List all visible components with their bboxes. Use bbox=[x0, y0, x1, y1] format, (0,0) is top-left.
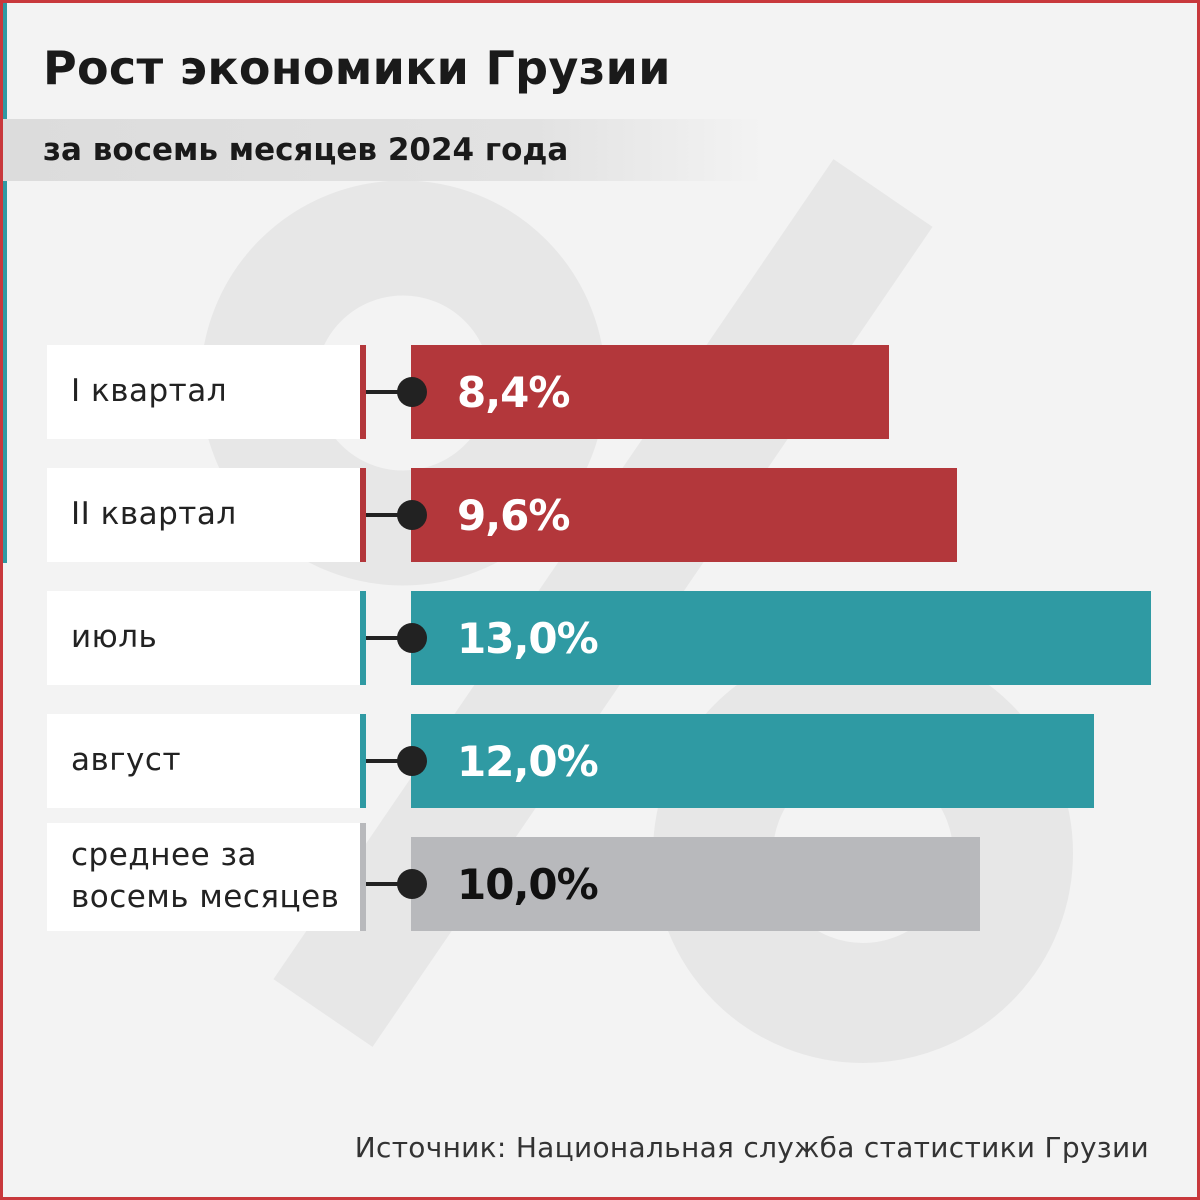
connector-line bbox=[366, 513, 410, 517]
category-label-box: среднее за восемь месяцев bbox=[47, 823, 363, 931]
connector-line bbox=[366, 390, 410, 394]
category-label: II квартал bbox=[71, 496, 237, 533]
data-label: 10,0% bbox=[457, 859, 599, 909]
category-label: июль bbox=[71, 619, 158, 656]
connector-dot-icon bbox=[397, 623, 427, 653]
subtitle-band bbox=[3, 119, 763, 181]
category-label-box: I квартал bbox=[47, 345, 363, 439]
connector-dot-icon bbox=[397, 377, 427, 407]
data-label: 8,4% bbox=[457, 367, 570, 417]
category-stripe bbox=[360, 823, 366, 931]
bar bbox=[411, 345, 889, 439]
bar bbox=[411, 591, 1151, 685]
connector-line bbox=[366, 636, 410, 640]
category-label: I квартал bbox=[71, 373, 228, 410]
category-label-box: II квартал bbox=[47, 468, 363, 562]
connector-line bbox=[366, 882, 410, 886]
category-label-box: август bbox=[47, 714, 363, 808]
bar bbox=[411, 468, 957, 562]
category-stripe bbox=[360, 714, 366, 808]
connector-dot-icon bbox=[397, 869, 427, 899]
bar bbox=[411, 837, 980, 931]
bar bbox=[411, 714, 1094, 808]
connector-dot-icon bbox=[397, 500, 427, 530]
chart-subtitle: за восемь месяцев 2024 года bbox=[43, 132, 569, 168]
category-label: август bbox=[71, 742, 182, 779]
side-accent bbox=[3, 3, 7, 563]
data-label: 9,6% bbox=[457, 490, 570, 540]
source-note: Источник: Национальная служба статистики… bbox=[354, 1131, 1149, 1164]
data-label: 13,0% bbox=[457, 613, 599, 663]
category-label: среднее за восемь месяцев bbox=[71, 837, 340, 915]
chart-title: Рост экономики Грузии bbox=[43, 41, 671, 95]
category-stripe bbox=[360, 468, 366, 562]
category-stripe bbox=[360, 591, 366, 685]
category-stripe bbox=[360, 345, 366, 439]
data-label: 12,0% bbox=[457, 736, 599, 786]
connector-line bbox=[366, 759, 410, 763]
category-label-box: июль bbox=[47, 591, 363, 685]
connector-dot-icon bbox=[397, 746, 427, 776]
